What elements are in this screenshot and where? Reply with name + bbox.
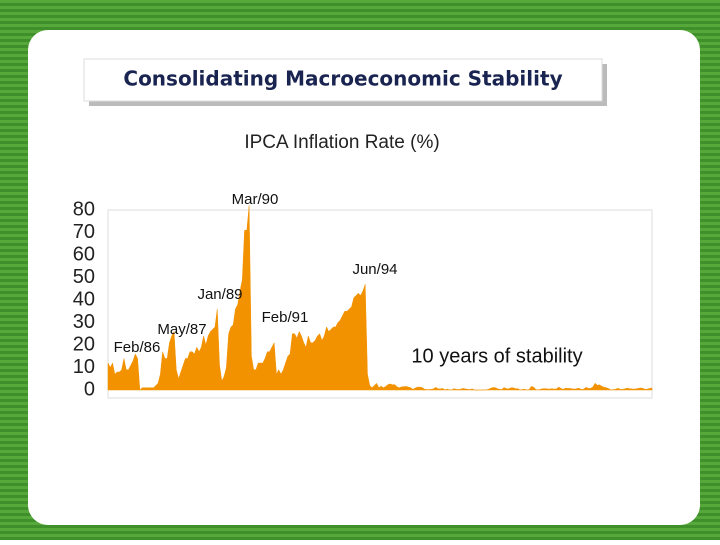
annotation: Mar/90 (232, 191, 279, 208)
y-tick-label: 0 (84, 378, 95, 400)
plot-frame (107, 209, 653, 399)
annotation: Jun/94 (352, 261, 397, 278)
annotation: Feb/86 (114, 339, 161, 356)
y-tick-label: 40 (73, 288, 95, 310)
annotation: May/87 (157, 321, 206, 338)
slide-title: Consolidating Macroeconomic Stability (123, 67, 562, 91)
slide-panel (28, 30, 700, 525)
annotation: Feb/91 (262, 309, 309, 326)
y-tick-label: 30 (73, 311, 95, 333)
y-tick-label: 70 (73, 221, 95, 243)
area (107, 205, 653, 391)
y-tick-label: 80 (73, 198, 95, 220)
y-tick-label: 60 (73, 243, 95, 265)
y-tick-label: 10 (73, 356, 95, 378)
y-tick-label: 20 (73, 333, 95, 355)
annotation: Jan/89 (197, 286, 242, 303)
annotation: 10 years of stability (411, 345, 582, 367)
y-tick-label: 50 (73, 266, 95, 288)
chart-title: IPCA Inflation Rate (%) (244, 132, 439, 153)
title-box (83, 58, 603, 102)
